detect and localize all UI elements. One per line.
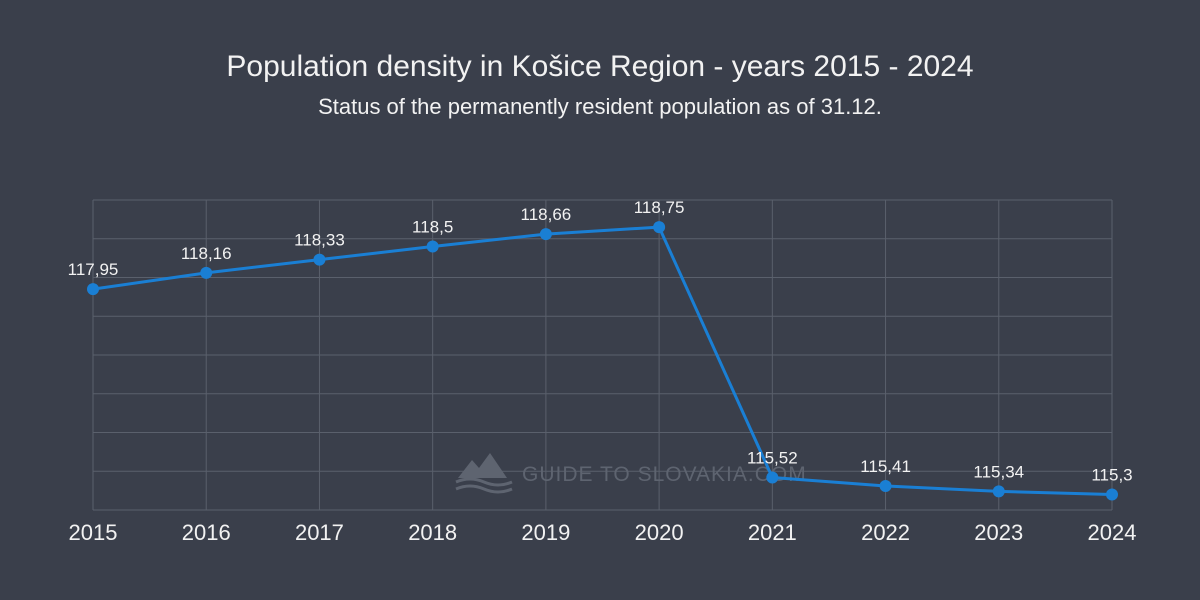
x-tick-label: 2016 [182, 520, 231, 545]
x-tick-label: 2018 [408, 520, 457, 545]
data-point [87, 283, 99, 296]
data-point [313, 253, 326, 266]
data-label: 115,3 [1091, 466, 1132, 485]
x-tick-label: 2020 [635, 520, 684, 545]
data-point [1106, 488, 1118, 501]
series [87, 221, 1118, 501]
x-tick-label: 2024 [1088, 520, 1137, 545]
x-tick-label: 2022 [861, 520, 910, 545]
data-label: 117,95 [68, 260, 119, 279]
data-point [992, 485, 1005, 498]
data-label: 118,66 [521, 205, 572, 224]
series-line [92, 225, 1113, 496]
data-label: 118,5 [412, 218, 453, 237]
x-tick-label: 2015 [69, 520, 118, 545]
watermark: GUIDE TO SLOVAKIA.COM [455, 453, 807, 494]
data-point [200, 266, 213, 279]
data-label: 115,41 [860, 457, 911, 476]
data-point [653, 221, 666, 234]
watermark-text: GUIDE TO SLOVAKIA.COM [522, 463, 807, 486]
x-tick-label: 2023 [974, 520, 1023, 545]
data-label: 118,75 [634, 198, 685, 217]
mountain-logo-icon [455, 453, 513, 494]
x-tick-label: 2017 [295, 520, 344, 545]
data-label: 118,16 [181, 244, 232, 263]
chart-title: Population density in Košice Region - ye… [226, 50, 974, 83]
grid [92, 199, 1113, 511]
data-label: 115,34 [973, 462, 1024, 481]
data-labels: 117,95 118,16 118,33 118,5 118,66 118,75 115,5… [68, 198, 1133, 484]
data-point [766, 471, 779, 484]
x-tick-label: 2021 [748, 520, 797, 545]
chart-subtitle: Status of the permanently resident popul… [318, 94, 882, 119]
x-axis-ticks: 2015 2016 2017 2018 2019 2020 2021 2022 2023 2024 [69, 520, 1137, 545]
data-point [879, 479, 892, 492]
data-label: 115,52 [747, 448, 798, 467]
data-point [539, 228, 552, 241]
data-label: 118,33 [294, 231, 345, 250]
data-point [426, 240, 439, 253]
x-tick-label: 2019 [521, 520, 570, 545]
